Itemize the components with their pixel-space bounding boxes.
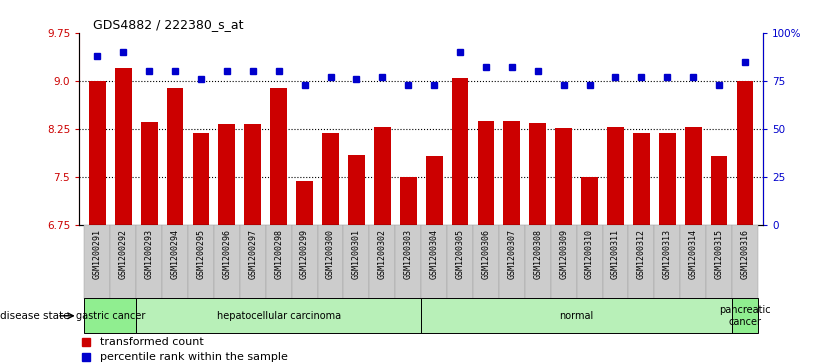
Text: GSM1200311: GSM1200311	[611, 229, 620, 279]
Text: GDS4882 / 222380_s_at: GDS4882 / 222380_s_at	[93, 19, 244, 32]
Bar	[369, 225, 395, 299]
Bar	[633, 133, 650, 225]
Bar	[421, 298, 732, 333]
Bar	[499, 225, 525, 299]
Bar	[266, 225, 292, 299]
Bar	[628, 225, 655, 299]
Text: normal: normal	[560, 311, 594, 321]
Bar	[296, 181, 313, 225]
Bar	[214, 225, 240, 299]
Bar	[736, 81, 753, 225]
Bar	[602, 225, 628, 299]
Bar	[115, 68, 132, 225]
Bar	[451, 78, 469, 225]
Text: GSM1200313: GSM1200313	[663, 229, 671, 279]
Bar	[607, 127, 624, 225]
Text: GSM1200298: GSM1200298	[274, 229, 284, 279]
Bar	[706, 225, 732, 299]
Text: GSM1200308: GSM1200308	[533, 229, 542, 279]
Bar	[162, 225, 188, 299]
Text: GSM1200304: GSM1200304	[430, 229, 439, 279]
Text: GSM1200300: GSM1200300	[326, 229, 335, 279]
Text: transformed count: transformed count	[100, 337, 203, 347]
Text: GSM1200294: GSM1200294	[171, 229, 179, 279]
Text: GSM1200310: GSM1200310	[585, 229, 594, 279]
Text: hepatocellular carcinoma: hepatocellular carcinoma	[217, 311, 341, 321]
Bar	[395, 225, 421, 299]
Bar	[659, 133, 676, 225]
Text: GSM1200296: GSM1200296	[223, 229, 231, 279]
Bar	[447, 225, 473, 299]
Bar	[473, 225, 499, 299]
Text: GSM1200292: GSM1200292	[118, 229, 128, 279]
Text: GSM1200291: GSM1200291	[93, 229, 102, 279]
Bar	[348, 155, 364, 225]
Bar	[188, 225, 214, 299]
Bar	[374, 127, 391, 225]
Bar	[655, 225, 681, 299]
Bar	[89, 81, 106, 225]
Bar	[399, 177, 417, 225]
Bar	[576, 225, 602, 299]
Bar	[292, 225, 318, 299]
Bar	[421, 225, 447, 299]
Text: GSM1200305: GSM1200305	[455, 229, 465, 279]
Text: pancreatic
cancer: pancreatic cancer	[719, 305, 771, 327]
Bar	[240, 225, 266, 299]
Bar	[732, 298, 758, 333]
Text: GSM1200297: GSM1200297	[249, 229, 258, 279]
Bar	[530, 123, 546, 225]
Text: disease state: disease state	[0, 311, 69, 321]
Bar	[711, 156, 727, 225]
Text: GSM1200302: GSM1200302	[378, 229, 387, 279]
Text: GSM1200295: GSM1200295	[197, 229, 205, 279]
Bar	[167, 89, 183, 225]
Text: GSM1200307: GSM1200307	[507, 229, 516, 279]
Bar	[270, 89, 287, 225]
Bar	[322, 133, 339, 225]
Bar	[136, 298, 421, 333]
Bar	[193, 133, 209, 225]
Bar	[141, 122, 158, 225]
Bar	[110, 225, 136, 299]
Bar	[84, 298, 136, 333]
Bar	[681, 225, 706, 299]
Text: GSM1200293: GSM1200293	[144, 229, 153, 279]
Bar	[555, 128, 572, 225]
Bar	[478, 121, 495, 225]
Bar	[84, 225, 110, 299]
Bar	[425, 156, 443, 225]
Bar	[244, 125, 261, 225]
Text: GSM1200316: GSM1200316	[741, 229, 750, 279]
Bar	[685, 127, 701, 225]
Bar	[504, 121, 520, 225]
Text: gastric cancer: gastric cancer	[76, 311, 145, 321]
Text: GSM1200303: GSM1200303	[404, 229, 413, 279]
Text: GSM1200301: GSM1200301	[352, 229, 361, 279]
Text: GSM1200299: GSM1200299	[300, 229, 309, 279]
Bar	[581, 177, 598, 225]
Bar	[525, 225, 550, 299]
Bar	[136, 225, 162, 299]
Bar	[344, 225, 369, 299]
Text: GSM1200309: GSM1200309	[559, 229, 568, 279]
Bar	[318, 225, 344, 299]
Text: GSM1200306: GSM1200306	[481, 229, 490, 279]
Bar	[550, 225, 576, 299]
Text: GSM1200314: GSM1200314	[689, 229, 698, 279]
Bar	[732, 225, 758, 299]
Text: GSM1200312: GSM1200312	[637, 229, 646, 279]
Bar	[219, 125, 235, 225]
Text: GSM1200315: GSM1200315	[715, 229, 724, 279]
Text: percentile rank within the sample: percentile rank within the sample	[100, 352, 288, 362]
